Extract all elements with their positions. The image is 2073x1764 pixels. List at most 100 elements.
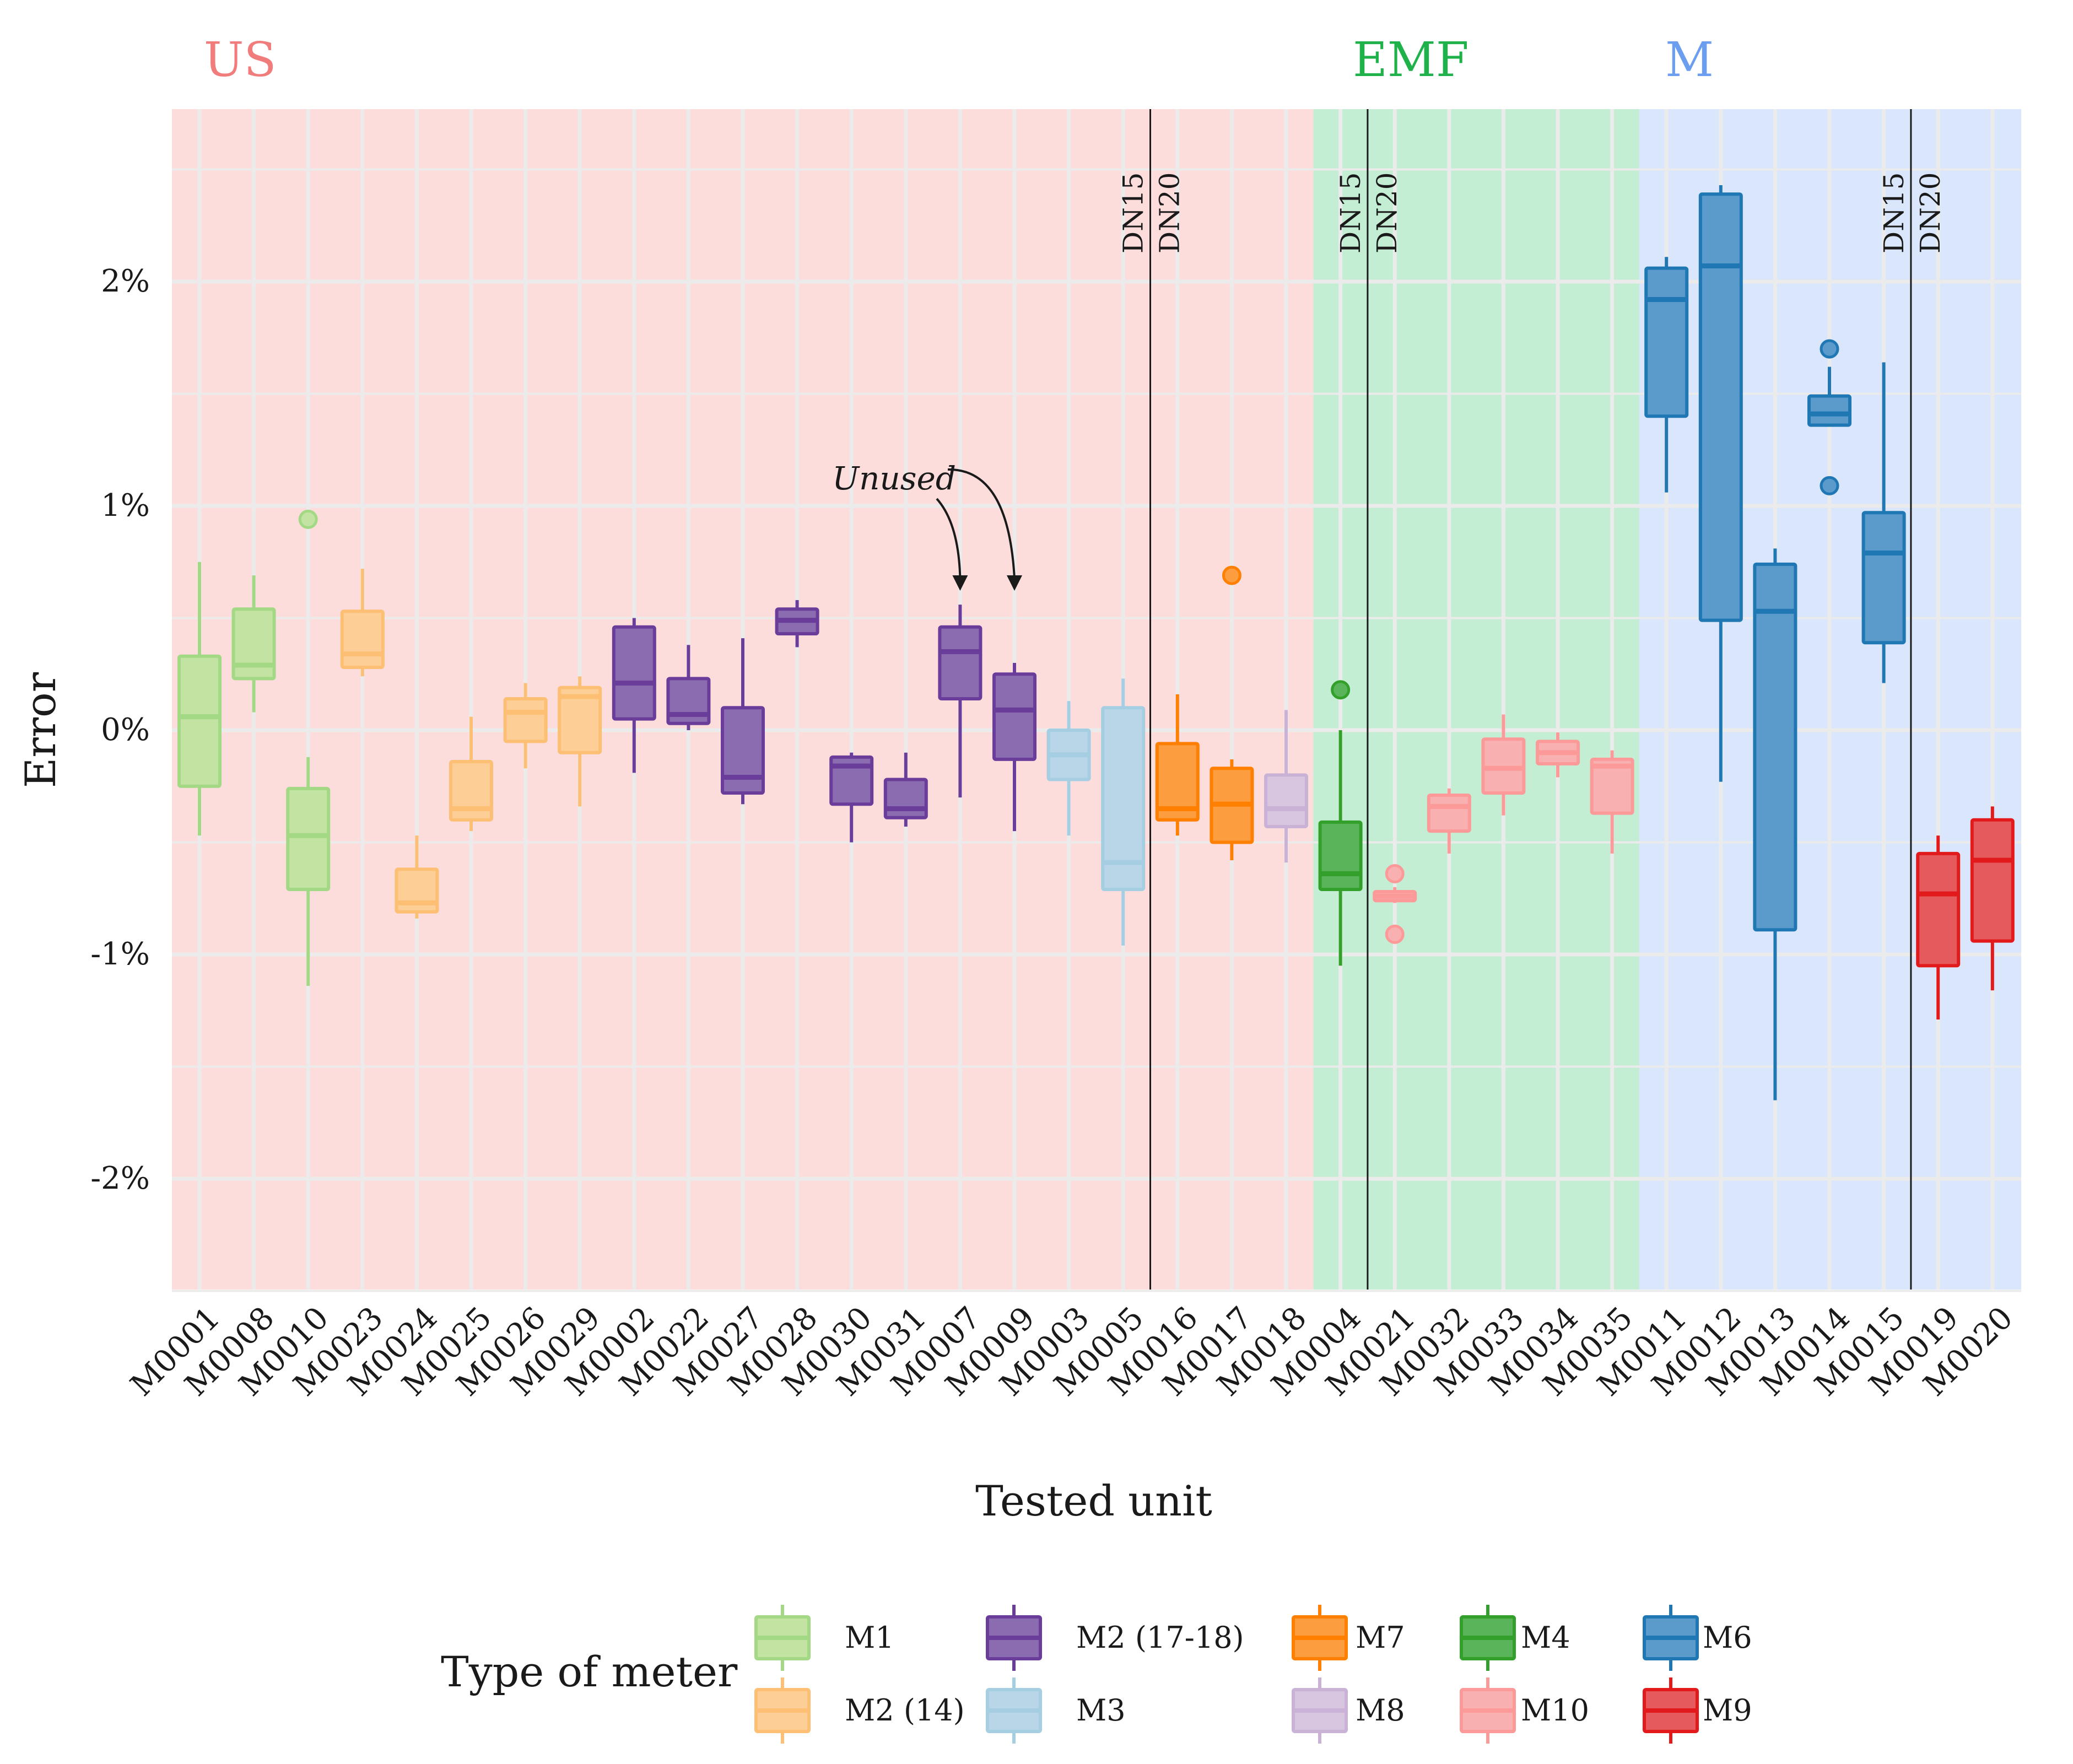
legend-item: M3 [986, 1677, 1126, 1744]
legend-item: M2 (14) [754, 1677, 965, 1744]
dn-label-right: DN20 [1371, 172, 1403, 253]
legend-title: Type of meter [441, 1647, 738, 1696]
annotation-label: Unused [832, 460, 956, 497]
box-m0032 [1427, 788, 1471, 854]
box-iqr [1807, 394, 1851, 427]
box-m0029 [558, 676, 602, 807]
y-tick-label: 0% [101, 712, 150, 748]
legend-item: M8 [1292, 1677, 1405, 1744]
box-m0035 [1590, 750, 1634, 854]
box-iqr [395, 867, 439, 914]
box-m0025 [449, 716, 493, 832]
box-m0011 [1644, 257, 1689, 493]
dn-dividers: DN15 DN20 DN15 DN20 DN15 DN20 [1118, 109, 1946, 1290]
region-label-m: M [1665, 33, 1714, 88]
box-iqr [177, 654, 222, 788]
box-m0019 [1916, 835, 1961, 1020]
box-m0004 [1318, 680, 1363, 966]
box-m0033 [1481, 714, 1526, 816]
legend-label: M2 (14) [845, 1693, 965, 1728]
legend-label: M2 (17-18) [1076, 1620, 1244, 1655]
annotation-arrow [947, 468, 1016, 579]
legend-item: M6 [1643, 1605, 1752, 1671]
box-iqr [883, 778, 928, 819]
box-m0031 [883, 752, 928, 827]
legend-label: M9 [1703, 1693, 1752, 1728]
box-iqr [721, 706, 765, 795]
box-iqr [1753, 562, 1797, 932]
box-iqr [1698, 192, 1743, 622]
unused-annotation: Unused [832, 460, 1022, 591]
x-axis-title: Tested unit [975, 1476, 1212, 1525]
y-axis-ticks: -2% -1% 0% 1% 2% [90, 263, 150, 1196]
box-m0023 [340, 568, 385, 677]
box-m0034 [1536, 732, 1580, 778]
dn-label-right: DN20 [1914, 172, 1946, 253]
box-iqr [612, 625, 656, 721]
y-axis-title: Error [16, 672, 65, 788]
box-m0026 [503, 683, 548, 769]
box-m0009 [992, 662, 1036, 832]
box-iqr [1264, 773, 1308, 829]
box-iqr [992, 672, 1036, 761]
y-tick-label: -1% [90, 936, 150, 972]
legend-label: M6 [1703, 1620, 1752, 1655]
box-iqr [1155, 742, 1200, 822]
box-iqr [558, 686, 602, 754]
dn-label-left: DN15 [1118, 172, 1149, 253]
box-m0027 [721, 638, 765, 805]
box-iqr [829, 755, 874, 806]
box-iqr [286, 786, 331, 891]
legend-item: M7 [1292, 1605, 1405, 1671]
legend-label: M7 [1356, 1620, 1405, 1655]
box-m0015 [1861, 362, 1906, 683]
outlier-point [298, 509, 318, 529]
box-iqr [1916, 851, 1961, 968]
x-axis-ticks: M0001M0008M0010M0023M0024M0025M0026M0029… [124, 1300, 2020, 1403]
box-m0001 [177, 562, 222, 836]
box-m0018 [1264, 710, 1308, 863]
box-iqr [938, 625, 982, 701]
box-iqr [1590, 757, 1634, 815]
legend: Type of meter M1 M2 (14) M2 (17-18) M3 M7 M8 M… [441, 1605, 1752, 1744]
box-m0002 [612, 618, 656, 773]
region-emf [1313, 109, 1639, 1290]
region-labels: US EMF M [204, 33, 1714, 88]
outlier-point [1385, 924, 1405, 944]
box-m0014 [1807, 339, 1851, 495]
legend-item: M1 [754, 1605, 894, 1671]
outlier-point [1222, 565, 1241, 585]
region-label-emf: EMF [1353, 33, 1469, 88]
box-m0008 [231, 575, 276, 713]
legend-label: M8 [1356, 1693, 1405, 1728]
dn-label-right: DN20 [1154, 172, 1186, 253]
box-iqr [503, 697, 548, 743]
legend-item: M9 [1643, 1677, 1752, 1744]
outlier-point [1331, 680, 1351, 700]
region-backgrounds [172, 109, 2021, 1290]
y-tick-label: 2% [101, 263, 150, 299]
box-iqr [231, 607, 276, 681]
region-label-us: US [204, 33, 276, 88]
box-m0005 [1101, 678, 1146, 946]
dn-label-left: DN15 [1335, 172, 1367, 253]
y-tick-label: 1% [101, 488, 150, 524]
legend-label: M3 [1076, 1693, 1126, 1728]
box-iqr [1427, 794, 1471, 833]
box-iqr [1644, 266, 1689, 418]
box-m0012 [1698, 185, 1743, 782]
box-m0021 [1373, 864, 1417, 944]
box-iqr [449, 759, 493, 822]
box-m0010 [286, 509, 331, 986]
box-m0030 [829, 752, 874, 843]
box-m0013 [1753, 548, 1797, 1101]
dn-label-left: DN15 [1878, 172, 1910, 253]
box-m0007 [938, 605, 982, 798]
box-m0022 [666, 645, 711, 730]
box-m0020 [1970, 806, 2015, 991]
outlier-point [1820, 339, 1839, 359]
box-iqr [1970, 818, 2015, 943]
box-iqr [1318, 820, 1363, 891]
legend-label: M1 [845, 1620, 894, 1655]
legend-label: M4 [1521, 1620, 1570, 1655]
